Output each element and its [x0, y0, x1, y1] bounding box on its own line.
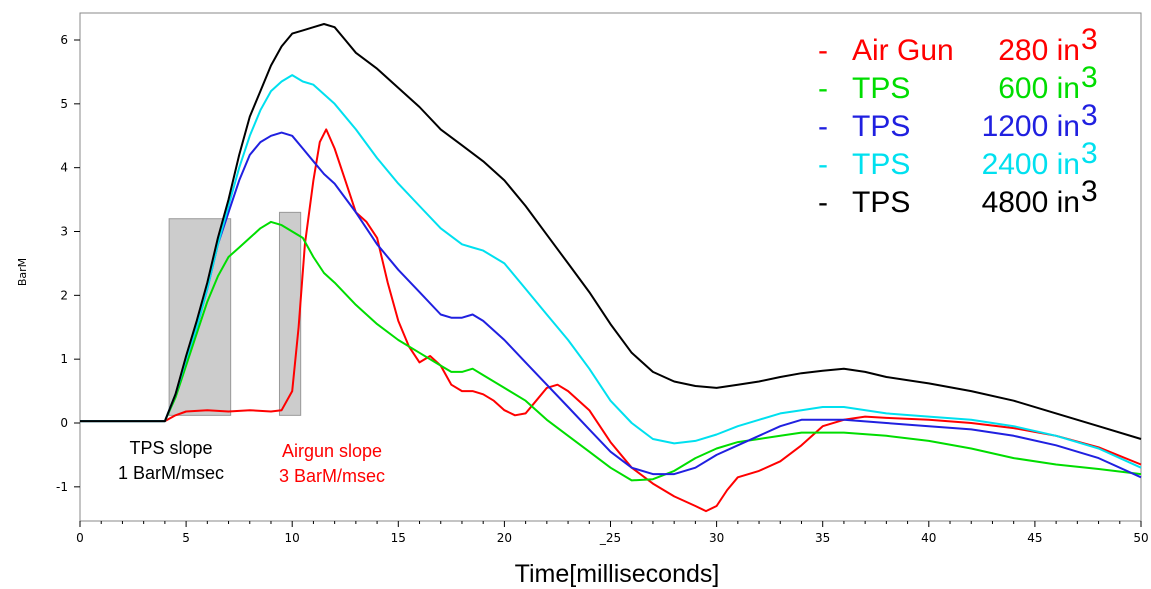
shaded-region-2 [278, 211, 302, 416]
legend-volume: 4800 in [982, 186, 1080, 219]
series-line-4 [80, 74, 1142, 469]
x-tick-label: 35 [815, 531, 830, 545]
legend-unit-superscript: 3 [1081, 137, 1098, 170]
legend-dash: - [818, 34, 828, 67]
x-tick-label: _25 [599, 531, 621, 545]
annotation-2-line-1: Airgun slope [282, 441, 382, 461]
y-axis: -1 0 1 2 3 4 5 6 [56, 33, 80, 494]
series-lines [80, 23, 1142, 513]
series-line-5 [80, 23, 1142, 440]
legend-unit-superscript: 3 [1081, 23, 1098, 56]
y-axis-label: BarM [16, 258, 29, 286]
x-tick-label: 20 [497, 531, 512, 545]
x-tick-label: 50 [1133, 531, 1148, 545]
x-tick-label: 30 [709, 531, 724, 545]
x-tick-label: 45 [1027, 531, 1042, 545]
legend-unit-superscript: 3 [1081, 61, 1098, 94]
y-tick-label: 0 [60, 416, 68, 430]
annotation-1-line-1: TPS slope [129, 438, 212, 458]
y-tick-label: 3 [60, 225, 68, 239]
series-line-2 [80, 220, 1142, 482]
x-axis: 0 5 10 15 20 _25 30 35 40 45 50 [76, 521, 1149, 545]
y-tick-label: 2 [60, 288, 68, 302]
series-line-3 [80, 131, 1142, 479]
legend-volume: 2400 in [982, 148, 1080, 181]
legend-dash: - [818, 186, 828, 219]
legend-name: Air Gun [852, 34, 954, 67]
x-axis-label: Time[milliseconds] [515, 560, 720, 588]
legend-dash: - [818, 148, 828, 181]
y-tick-label: 1 [60, 352, 68, 366]
legend-name: TPS [852, 186, 910, 219]
y-tick-label: 5 [60, 97, 68, 111]
legend-name: TPS [852, 110, 910, 143]
annotation-2-line-2: 3 BarM/msec [279, 466, 385, 486]
y-tick-label: 6 [60, 33, 68, 47]
x-tick-label: 5 [182, 531, 190, 545]
y-tick-label: -1 [56, 480, 68, 494]
annotation-1-line-2: 1 BarM/msec [118, 463, 224, 483]
legend: - Air Gun 280 in 3- TPS 600 in 3- TPS 1200 in 3- T… [818, 23, 1098, 219]
annotations: TPS slope 1 BarM/msec Airgun slope 3 BarM/m… [118, 438, 385, 486]
legend-dash: - [818, 72, 828, 105]
legend-unit-superscript: 3 [1081, 175, 1098, 208]
legend-unit-superscript: 3 [1081, 99, 1098, 132]
legend-name: TPS [852, 72, 910, 105]
x-tick-label: 40 [921, 531, 936, 545]
legend-name: TPS [852, 148, 910, 181]
legend-volume: 600 in [998, 72, 1080, 105]
series-line-1 [80, 128, 1142, 513]
legend-dash: - [818, 110, 828, 143]
legend-volume: 1200 in [982, 110, 1080, 143]
x-tick-label: 0 [76, 531, 84, 545]
x-tick-label: 10 [285, 531, 300, 545]
plot-frame [79, 12, 1142, 522]
x-tick-label: 15 [391, 531, 406, 545]
legend-volume: 280 in [998, 34, 1080, 67]
y-tick-label: 4 [60, 161, 68, 175]
